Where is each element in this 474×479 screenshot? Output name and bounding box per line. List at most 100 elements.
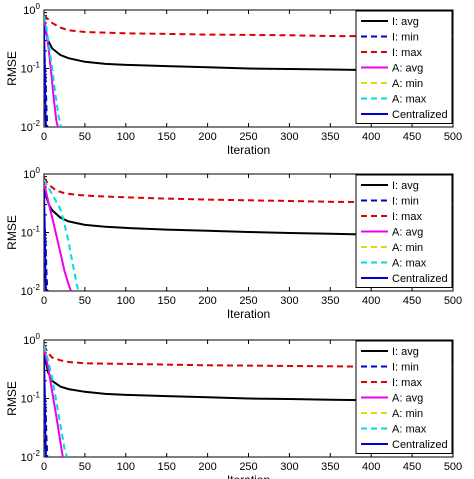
x-tick-label: 100 <box>117 461 135 473</box>
legend-label: I: max <box>392 47 422 59</box>
legend-label: I: avg <box>392 180 419 192</box>
legend: I: avg I: min I: max A: avg A: min A: max Cent… <box>355 340 453 454</box>
series-line-i-max <box>44 14 453 38</box>
y-tick-exponent: -1 <box>33 61 41 70</box>
legend-label: I: avg <box>392 346 419 358</box>
legend-label: Centralized <box>392 439 448 451</box>
y-axis-label: RMSE <box>5 215 19 250</box>
x-tick-label: 200 <box>198 461 216 473</box>
legend-label: I: max <box>392 377 422 389</box>
series-line-a-avg <box>44 18 59 127</box>
y-tick-base: 10 <box>21 452 33 464</box>
x-axis-label: Iteration <box>227 143 270 157</box>
y-tick-exponent: -2 <box>33 283 41 292</box>
x-tick-label: 100 <box>117 295 135 307</box>
y-tick-label: 10-1 <box>21 61 41 76</box>
y-tick-exponent: 0 <box>36 166 41 175</box>
x-tick-label: 250 <box>239 131 257 143</box>
legend-label: A: max <box>392 94 427 106</box>
y-tick-base: 10 <box>21 122 33 134</box>
legend-label: I: min <box>392 362 419 374</box>
x-tick-label: 250 <box>239 295 257 307</box>
x-tick-label: 200 <box>198 295 216 307</box>
series-line-centralized <box>44 27 47 127</box>
y-tick-exponent: -1 <box>33 391 41 400</box>
legend-label: I: min <box>392 32 419 44</box>
y-axis-label: RMSE <box>5 51 19 86</box>
x-tick-label: 350 <box>321 295 339 307</box>
x-tick-label: 450 <box>403 131 421 143</box>
y-tick-label: 10-2 <box>21 119 41 134</box>
x-tick-label: 450 <box>403 461 421 473</box>
y-axis-label: RMSE <box>5 381 19 416</box>
legend-label: A: min <box>392 408 423 420</box>
y-tick-label: 10-2 <box>21 449 41 464</box>
series-line-a-avg <box>44 182 72 291</box>
x-tick-label: 200 <box>198 131 216 143</box>
y-tick-label: 10-1 <box>21 225 41 240</box>
series-line-centralized <box>44 357 47 457</box>
y-tick-base: 10 <box>21 286 33 298</box>
legend-label: A: avg <box>392 227 423 239</box>
series-line-a-max <box>44 345 68 457</box>
y-tick-exponent: 0 <box>36 332 41 341</box>
y-tick-base: 10 <box>23 335 35 347</box>
x-tick-label: 50 <box>79 461 91 473</box>
y-tick-label: 100 <box>23 332 40 347</box>
x-tick-label: 150 <box>158 295 176 307</box>
y-tick-base: 10 <box>21 394 33 406</box>
x-tick-label: 300 <box>280 295 298 307</box>
legend-label: Centralized <box>392 109 448 121</box>
x-tick-label: 150 <box>158 131 176 143</box>
legend-label: A: avg <box>392 63 423 75</box>
legend: I: avg I: min I: max A: avg A: min A: max Cent… <box>355 174 453 288</box>
y-tick-label: 100 <box>23 2 40 17</box>
x-tick-label: 150 <box>158 461 176 473</box>
legend-label: I: avg <box>392 16 419 28</box>
series-line-centralized <box>44 191 47 291</box>
y-tick-label: 10-1 <box>21 391 41 406</box>
y-tick-exponent: -2 <box>33 449 41 458</box>
x-tick-label: 400 <box>362 131 380 143</box>
x-tick-label: 250 <box>239 461 257 473</box>
x-tick-label: 300 <box>280 131 298 143</box>
x-tick-label: 0 <box>41 461 47 473</box>
series-line-i-avg <box>44 182 453 237</box>
x-tick-label: 300 <box>280 461 298 473</box>
legend-label: A: avg <box>392 393 423 405</box>
y-tick-exponent: -1 <box>33 225 41 234</box>
legend-label: A: min <box>392 78 423 90</box>
legend-label: A: max <box>392 258 427 270</box>
y-tick-base: 10 <box>23 5 35 17</box>
legend-label: I: max <box>392 211 422 223</box>
series-line-a-avg <box>44 348 64 457</box>
x-tick-label: 350 <box>321 461 339 473</box>
y-tick-label: 10-2 <box>21 283 41 298</box>
legend: I: avg I: min I: max A: avg A: min A: max Cent… <box>355 10 453 124</box>
y-tick-exponent: -2 <box>33 119 41 128</box>
x-tick-label: 450 <box>403 295 421 307</box>
chart-panel-2: 0 50 100 150 200 250 300 350 400 450 50010-210-110… <box>5 166 462 321</box>
x-axis-label: Iteration <box>227 473 270 479</box>
y-tick-base: 10 <box>23 169 35 181</box>
x-tick-label: 500 <box>444 295 462 307</box>
x-tick-label: 0 <box>41 131 47 143</box>
legend-label: A: min <box>392 242 423 254</box>
chart-panel-1: 0 50 100 150 200 250 300 350 400 450 50010-210-110… <box>5 2 462 157</box>
series-line-i-avg <box>44 18 453 72</box>
y-tick-exponent: 0 <box>36 2 41 11</box>
x-tick-label: 0 <box>41 295 47 307</box>
x-tick-label: 350 <box>321 131 339 143</box>
series-line-a-max <box>44 15 63 127</box>
x-tick-label: 400 <box>362 461 380 473</box>
y-tick-label: 100 <box>23 166 40 181</box>
x-tick-label: 500 <box>444 131 462 143</box>
x-axis-label: Iteration <box>227 307 270 321</box>
x-tick-label: 500 <box>444 461 462 473</box>
series-line-a-max <box>44 179 80 291</box>
chart-panel-3: 0 50 100 150 200 250 300 350 400 450 50010-210-110… <box>5 332 462 479</box>
x-tick-label: 50 <box>79 295 91 307</box>
x-tick-label: 100 <box>117 131 135 143</box>
y-tick-base: 10 <box>21 64 33 76</box>
